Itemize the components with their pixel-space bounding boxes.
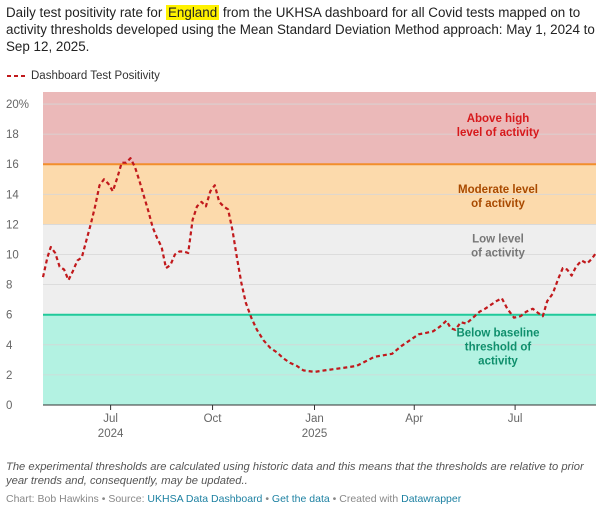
footer-separator: • <box>98 493 109 505</box>
band-label-below-baseline: threshold of <box>465 341 532 353</box>
band-label-moderate: Moderate level <box>458 184 538 196</box>
footer-chart-by: Chart: Bob Hawkins <box>6 493 99 505</box>
footer-credits: Chart: Bob Hawkins • Source: UKHSA Data … <box>6 493 461 505</box>
threshold-lines <box>43 163 596 316</box>
legend: Dashboard Test Positivity <box>6 70 160 82</box>
footer-separator: • <box>329 493 340 505</box>
y-tick-label: 4 <box>6 340 13 352</box>
title-text-before: Daily test positivity rate for <box>6 5 166 20</box>
band-label-above-high: level of activity <box>457 127 540 139</box>
get-data-link[interactable]: Get the data <box>271 493 330 505</box>
band-label-low: of activity <box>471 247 525 259</box>
axes: 0 2 4 6 8 10 12 14 16 18 20% Jul 2024 Oct Jan 2025 Apr Ju… <box>6 99 522 440</box>
y-tick-label: 0 <box>6 400 12 412</box>
band-low <box>43 224 596 315</box>
band-label-below-baseline: Below baseline <box>456 327 539 339</box>
band-label-low: Low level <box>472 233 524 245</box>
chart-plot: Above high level of activity Moderate leve… <box>6 92 597 440</box>
y-tick-label: 20% <box>6 99 29 111</box>
footnote: The experimental thresholds are calculat… <box>6 461 584 487</box>
x-year-label: 2025 <box>302 428 328 440</box>
legend-dash-swatch <box>7 75 25 77</box>
band-labels: Above high level of activity Moderate leve… <box>456 113 539 367</box>
footer-created-prefix: Created with <box>339 493 402 505</box>
band-below-baseline <box>43 314 596 405</box>
x-tick-label: Oct <box>204 413 223 425</box>
title-highlight: England <box>166 5 220 20</box>
y-tick-label: 8 <box>6 280 12 292</box>
footer-source-prefix: Source: <box>108 493 148 505</box>
y-tick-label: 12 <box>6 219 19 231</box>
y-tick-label: 18 <box>6 129 19 141</box>
band-label-moderate: of activity <box>471 198 525 210</box>
band-label-below-baseline: activity <box>478 355 518 367</box>
y-tick-label: 6 <box>6 310 12 322</box>
y-tick-label: 14 <box>6 189 19 201</box>
x-tick-label: Jul <box>508 413 523 425</box>
x-tick-label: Jan <box>305 413 324 425</box>
footer-separator: • <box>262 493 272 505</box>
x-tick-label: Apr <box>405 413 423 425</box>
x-tick-label: Jul <box>103 413 118 425</box>
series-layer <box>41 157 597 373</box>
source-link[interactable]: UKHSA Data Dashboard <box>147 493 263 505</box>
x-year-label: 2024 <box>98 428 124 440</box>
y-tick-label: 16 <box>6 159 19 171</box>
series-line-test-positivity <box>41 157 597 373</box>
band-label-above-high: Above high <box>467 113 530 125</box>
datawrapper-link[interactable]: Datawrapper <box>401 493 462 505</box>
y-tick-label: 2 <box>6 370 12 382</box>
title-text-after: from the UKHSA dashboard for all Covid t… <box>6 5 595 54</box>
y-tick-label: 10 <box>6 250 19 262</box>
bands-layer <box>43 92 596 405</box>
legend-label: Dashboard Test Positivity <box>31 70 160 82</box>
chart-title: Daily test positivity rate for England f… <box>6 4 608 55</box>
